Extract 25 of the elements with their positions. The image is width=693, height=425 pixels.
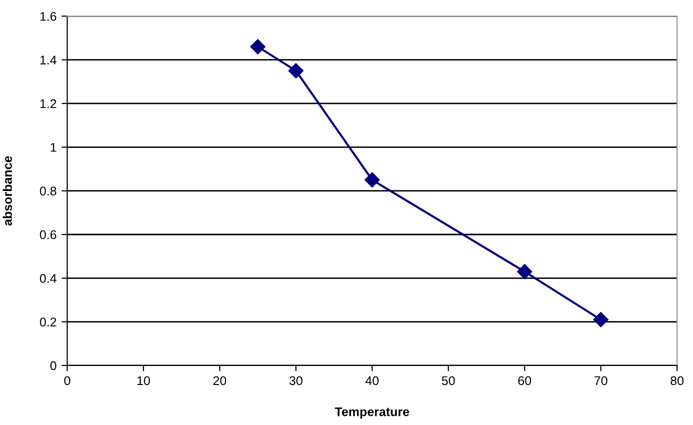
x-tick-label: 0: [64, 376, 70, 386]
x-tick-label: 70: [594, 376, 608, 386]
point: [517, 264, 532, 280]
x-tick-label: 40: [365, 376, 379, 386]
x-axis-title: Temperature: [334, 407, 410, 419]
x-tick-label: 50: [442, 376, 455, 386]
y-tick-label: 0.6: [40, 230, 56, 240]
y-tick-label: 1: [50, 143, 56, 152]
y-axis-title: absorbance: [2, 156, 12, 226]
y-tick-label: 0.4: [40, 274, 56, 283]
y-tick-label: 1.4: [40, 56, 56, 64]
y-tick-label: 1.2: [40, 99, 56, 108]
point: [593, 312, 608, 328]
x-tick-label: 80: [670, 376, 684, 386]
y-tick-label: 0.2: [40, 318, 56, 326]
y-tick-label: 0: [50, 361, 56, 370]
x-tick-label: 20: [213, 376, 226, 386]
point: [364, 172, 380, 188]
y-tick-label: 1.6: [40, 12, 56, 21]
point: [288, 63, 304, 78]
x-tick-label: 60: [518, 376, 532, 386]
x-tick-label: 30: [289, 376, 302, 386]
y-tick-label: 0.8: [40, 186, 56, 196]
point: [250, 39, 266, 54]
x-tick-label: 10: [137, 376, 150, 386]
